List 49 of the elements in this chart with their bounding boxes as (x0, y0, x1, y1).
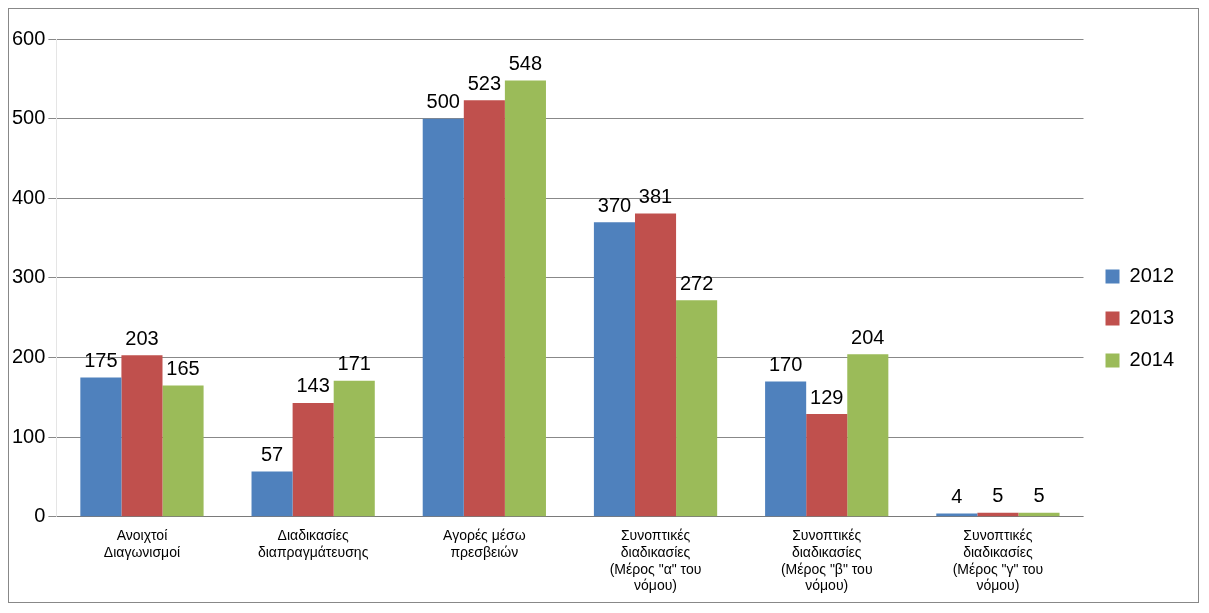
bar (121, 355, 163, 517)
x-tick-label: Συνοπτικές διαδικασίες (Μέρος "γ" του νόμου) (952, 527, 1044, 594)
data-label: 5 (1033, 484, 1045, 507)
bar (333, 380, 375, 517)
data-label: 548 (508, 51, 543, 74)
data-label: 370 (597, 193, 632, 216)
y-tick-label: 400 (11, 185, 46, 208)
data-label: 165 (166, 356, 200, 379)
bar (504, 80, 546, 517)
legend-label: 2012 (1129, 264, 1175, 287)
x-tick-label: Συνοπτικές διαδικασίες (Μέρος "α" του νόμου) (609, 527, 702, 594)
bar (422, 118, 464, 517)
data-label: 4 (951, 485, 963, 508)
bar (292, 402, 334, 517)
y-tick-label: 0 (34, 504, 46, 527)
bar (765, 381, 807, 517)
y-tick-label: 500 (11, 106, 46, 129)
y-tick-label: 600 (11, 26, 46, 49)
bar (593, 222, 635, 517)
legend-label: 2014 (1129, 348, 1175, 371)
data-label: 500 (426, 90, 460, 113)
data-label: 57 (260, 442, 284, 465)
bar (676, 300, 718, 517)
bar (463, 100, 505, 517)
data-label: 143 (296, 374, 330, 397)
y-tick-label: 200 (11, 345, 46, 368)
data-label: 272 (679, 271, 714, 294)
data-label: 129 (810, 385, 844, 408)
data-label: 5 (992, 484, 1004, 507)
y-tick-label: 300 (11, 265, 46, 288)
data-label: 175 (84, 348, 118, 371)
bar (162, 385, 204, 517)
bar (634, 213, 677, 517)
legend-label: 2013 (1129, 306, 1175, 329)
bar (806, 414, 848, 517)
data-label: 203 (125, 326, 159, 349)
data-label: 204 (851, 325, 885, 348)
bar (251, 471, 293, 517)
x-tick-label: Αγορές μέσω πρεσβειών (443, 527, 526, 560)
x-tick-label: Ανοιχτοί Διαγωνισμοί (103, 527, 181, 560)
data-label: 381 (638, 184, 673, 207)
data-label: 170 (768, 352, 803, 375)
data-label: 171 (337, 352, 371, 375)
x-tick-label: Συνοπτικές διαδικασίες (Μέρος "β" του νόμου) (780, 527, 873, 594)
bar (80, 377, 122, 517)
bar (847, 354, 889, 517)
data-label: 523 (467, 71, 502, 94)
x-tick-label: Διαδικασίες διαπραγμάτευσης (257, 527, 369, 560)
y-tick-label: 100 (11, 424, 46, 447)
